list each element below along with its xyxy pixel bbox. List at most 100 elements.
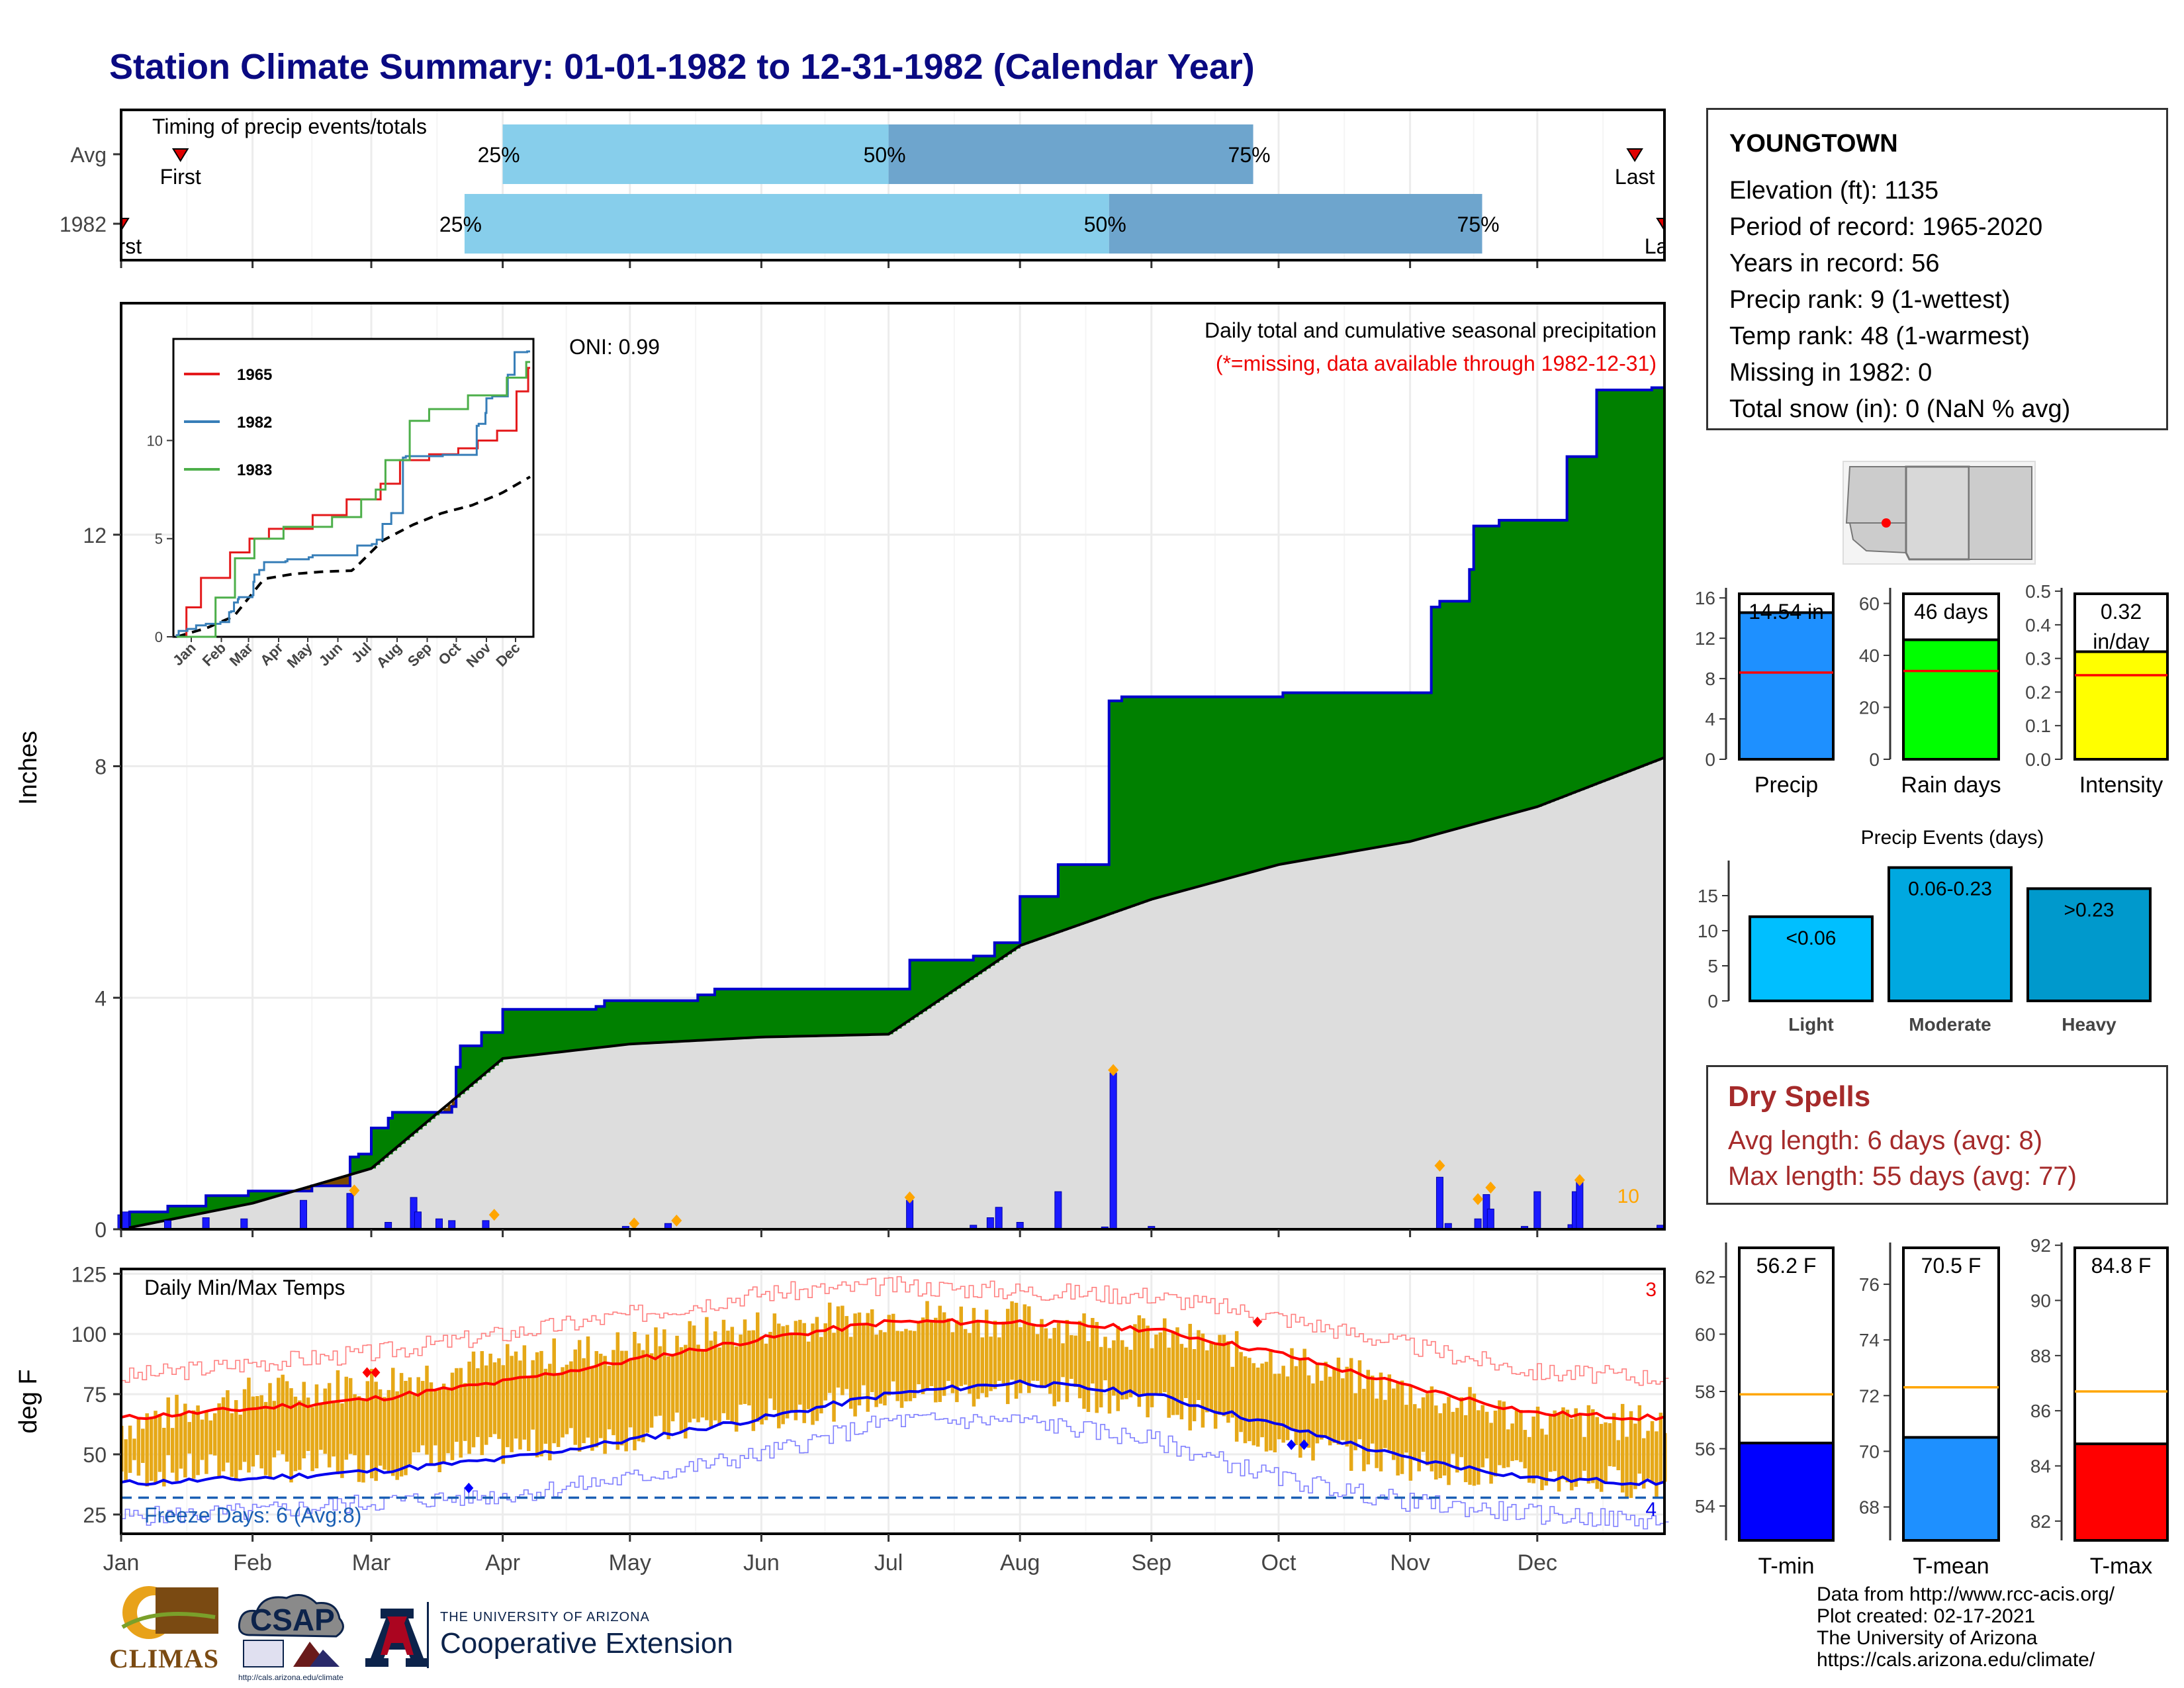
daily-temp-range-bar xyxy=(1383,1399,1387,1448)
surplus-area xyxy=(1134,696,1140,906)
daily-temp-range-bar xyxy=(1408,1385,1413,1481)
surplus-area xyxy=(1329,692,1334,856)
surplus-area xyxy=(235,1196,240,1207)
daily-temp-range-bar xyxy=(196,1405,200,1476)
daily-temp-range-bar xyxy=(234,1400,238,1481)
event-marker xyxy=(488,1209,500,1221)
surplus-area xyxy=(379,1127,385,1162)
surplus-area xyxy=(1558,520,1563,799)
surplus-area xyxy=(693,1000,698,1041)
surplus-area xyxy=(871,989,876,1035)
y-tick-label: 70 xyxy=(1859,1441,1880,1462)
daily-temp-range-bar xyxy=(1459,1397,1463,1458)
daily-temp-range-bar xyxy=(1264,1362,1269,1452)
y-tick-label: 0.2 xyxy=(2025,682,2051,702)
daily-temp-range-bar xyxy=(586,1336,590,1438)
surplus-area xyxy=(142,1211,148,1225)
surplus-area xyxy=(994,943,999,963)
csap-url: http://cals.arizona.edu/climate xyxy=(238,1673,343,1682)
x-tick-label: Nov xyxy=(1390,1550,1430,1575)
daily-temp-range-bar xyxy=(1519,1409,1523,1462)
daily-temp-range-bar xyxy=(785,1325,790,1419)
event-marker xyxy=(904,1191,915,1203)
daily-temp-range-bar xyxy=(1192,1349,1197,1422)
surplus-area xyxy=(901,989,906,1026)
surplus-area xyxy=(252,1191,257,1203)
timing-quantile-label: 75% xyxy=(1457,212,1500,236)
daily-temp-range-bar xyxy=(1209,1342,1213,1410)
daily-temp-range-bar xyxy=(1112,1340,1116,1396)
daily-temp-range-bar xyxy=(1396,1382,1400,1476)
daily-temp-range-bar xyxy=(874,1335,878,1407)
surplus-area xyxy=(723,989,728,1039)
surplus-area xyxy=(1325,692,1330,857)
surplus-area xyxy=(1465,601,1470,827)
record-high-marker xyxy=(362,1367,372,1378)
surplus-area xyxy=(1567,456,1572,796)
surplus-area xyxy=(1193,696,1199,888)
surplus-area xyxy=(176,1206,181,1219)
record-high-line xyxy=(121,1276,1669,1386)
y-tick-label: 82 xyxy=(2030,1511,2051,1532)
daily-precip-bar xyxy=(240,1218,248,1230)
surplus-area xyxy=(1236,696,1241,876)
daily-temp-range-bar xyxy=(628,1360,633,1428)
surplus-area xyxy=(1054,896,1059,934)
surplus-area xyxy=(981,956,987,972)
daily-temp-range-bar xyxy=(1234,1331,1239,1442)
daily-temp-range-bar xyxy=(1341,1378,1345,1440)
daily-temp-range-bar xyxy=(128,1425,132,1474)
surplus-area xyxy=(608,1000,614,1047)
daily-temp-range-bar xyxy=(577,1340,582,1452)
surplus-area xyxy=(1355,692,1360,851)
daily-temp-range-bar xyxy=(633,1331,637,1450)
surplus-area xyxy=(596,1006,601,1049)
daily-temp-range-bar xyxy=(1311,1383,1315,1461)
station-name: YOUNGTOWN xyxy=(1729,130,1898,158)
daily-temp-range-bar xyxy=(1514,1410,1519,1460)
daily-temp-range-bar xyxy=(1595,1417,1599,1489)
surplus-area xyxy=(680,1000,686,1042)
freeze-days-label: Freeze Days: 6 (Avg:8) xyxy=(144,1503,361,1527)
daily-temp-range-bar xyxy=(154,1411,158,1483)
surplus-area xyxy=(825,989,830,1036)
daily-temp-range-bar xyxy=(862,1325,866,1385)
daily-temp-range-bar xyxy=(535,1352,539,1458)
daily-precip-bar xyxy=(995,1207,1003,1230)
daily-temp-range-bar xyxy=(1052,1327,1056,1407)
daily-temp-range-bar xyxy=(268,1383,272,1479)
daily-temp-range-bar xyxy=(522,1345,527,1440)
surplus-area xyxy=(414,1112,419,1133)
daily-temp-range-bar xyxy=(1646,1430,1650,1479)
surplus-area xyxy=(1283,692,1288,865)
x-tick-label: May xyxy=(609,1550,651,1575)
y-tick-label: 75 xyxy=(83,1383,107,1407)
surplus-area xyxy=(1660,387,1665,759)
daily-temp-range-bar xyxy=(1082,1313,1086,1409)
surplus-area xyxy=(1630,390,1635,771)
deficit-area xyxy=(345,1176,351,1186)
surplus-area xyxy=(363,1154,368,1171)
y-tick-label: 62 xyxy=(1695,1267,1715,1288)
surplus-area xyxy=(1219,696,1224,881)
climas-logo-text: CLIMAS xyxy=(109,1644,220,1673)
inset-frame xyxy=(172,338,535,638)
y-tick-label: 12 xyxy=(83,524,107,547)
daily-temp-range-bar xyxy=(187,1422,192,1454)
surplus-area xyxy=(778,989,784,1037)
daily-temp-range-bar xyxy=(552,1338,556,1444)
daily-temp-range-bar xyxy=(221,1397,226,1472)
surplus-area xyxy=(1406,692,1411,843)
daily-temp-range-bar xyxy=(293,1396,298,1472)
y-tick-label: 4 xyxy=(1705,709,1715,729)
surplus-area xyxy=(528,1009,533,1056)
daily-temp-range-bar xyxy=(1056,1323,1061,1402)
surplus-area xyxy=(511,1009,516,1058)
surplus-area xyxy=(807,989,813,1037)
surplus-area xyxy=(1130,696,1135,907)
record-high-marker xyxy=(1252,1317,1262,1327)
record-high-marker xyxy=(371,1367,381,1378)
surplus-area xyxy=(1304,692,1309,861)
daily-temp-range-bar xyxy=(420,1381,425,1446)
